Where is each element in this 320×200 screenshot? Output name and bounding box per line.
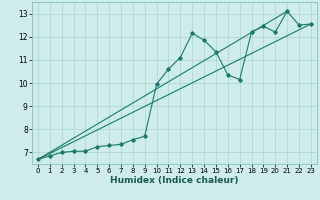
X-axis label: Humidex (Indice chaleur): Humidex (Indice chaleur) [110, 176, 239, 185]
